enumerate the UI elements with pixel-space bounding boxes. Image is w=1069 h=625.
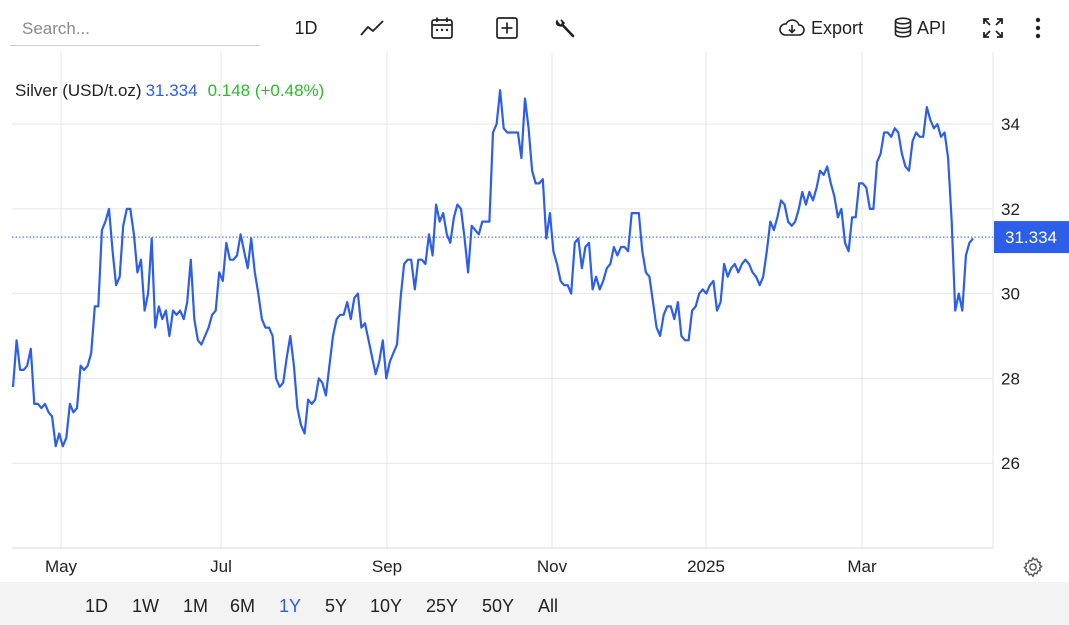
instrument-name: Silver (USD/t.oz) — [15, 81, 142, 100]
range-1d[interactable]: 1D — [85, 596, 109, 616]
vertical-dots-icon[interactable] — [1026, 12, 1050, 44]
cloud-download-icon — [779, 19, 805, 36]
export-label: Export — [811, 17, 864, 38]
x-tick-label: Jul — [210, 557, 232, 576]
toolbar: 1D Export API — [0, 0, 1069, 56]
export-button[interactable]: Export — [778, 12, 870, 44]
api-button[interactable]: API — [893, 12, 953, 44]
x-tick-label: Nov — [537, 557, 568, 576]
range-6m[interactable]: 6M — [230, 596, 256, 616]
calendar-icon[interactable] — [426, 12, 458, 44]
current-price-tag-label: 31.334 — [1005, 228, 1057, 247]
fullscreen-icon[interactable] — [978, 12, 1008, 44]
range-25y[interactable]: 25Y — [426, 596, 459, 616]
current-price-tag — [994, 221, 1069, 254]
range-bar: 1D 1W 1M 6M 1Y 5Y 10Y 25Y 50Y All — [0, 582, 1069, 625]
last-price: 31.334 — [145, 81, 198, 100]
range-50y[interactable]: 50Y — [482, 596, 515, 616]
line-chart-icon[interactable] — [356, 12, 388, 44]
y-tick-label: 26 — [1001, 454, 1020, 473]
price-change: 0.148 (+0.48%) — [207, 81, 325, 100]
range-10y[interactable]: 10Y — [370, 596, 403, 616]
wrench-icon[interactable] — [549, 12, 581, 44]
price-series-line — [11, 89, 974, 448]
search-input[interactable] — [10, 12, 260, 46]
plus-square-icon[interactable] — [491, 12, 523, 44]
database-icon — [894, 17, 912, 38]
y-tick-label: 32 — [1001, 200, 1020, 219]
range-1m[interactable]: 1M — [183, 596, 209, 616]
gear-icon[interactable] — [1022, 556, 1044, 578]
y-tick-label: 30 — [1001, 285, 1020, 304]
x-tick-label: 2025 — [687, 557, 725, 576]
range-5y[interactable]: 5Y — [325, 596, 348, 616]
interval-button[interactable]: 1D — [294, 17, 318, 38]
range-all[interactable]: All — [538, 596, 559, 616]
chart-legend: Silver (USD/t.oz) 31.334 0.148 (+0.48%) — [15, 81, 324, 101]
x-tick-label: May — [45, 557, 78, 576]
price-chart[interactable]: 26 28 30 32 34 May Jul Sep Nov 2025 Mar 31.334 — [0, 0, 1069, 582]
x-tick-label: Mar — [847, 557, 877, 576]
range-1y[interactable]: 1Y — [279, 596, 302, 616]
range-1w[interactable]: 1W — [132, 596, 159, 616]
api-label: API — [917, 17, 947, 38]
y-tick-label: 28 — [1001, 369, 1020, 388]
x-tick-label: Sep — [372, 557, 402, 576]
y-tick-label: 34 — [1001, 115, 1020, 134]
